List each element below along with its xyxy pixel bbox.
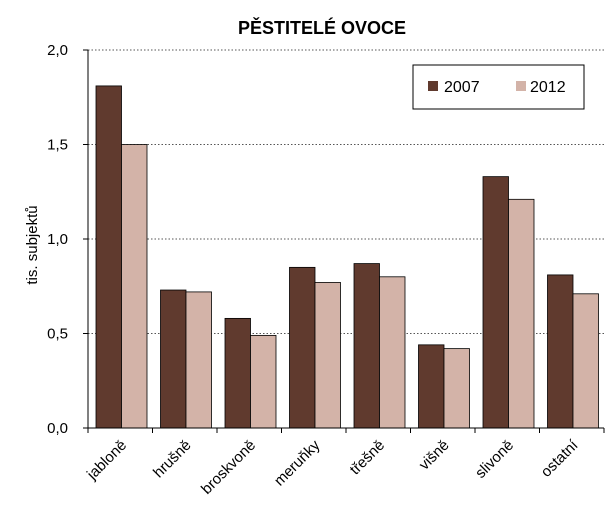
bar-2012-6: [443, 348, 470, 429]
legend-swatch-2012: [516, 81, 526, 91]
x-tick-labels: jabloně hrušně broskvoně meruňky třešně višně…: [83, 436, 582, 498]
y-tick-label: 0,0: [47, 420, 68, 437]
x-tick-label: třešně: [347, 437, 389, 479]
bar-2012-4: [314, 282, 341, 429]
bar-2007-3: [224, 317, 251, 429]
x-tick-label: slivoně: [472, 437, 517, 482]
bar-2007-8: [547, 274, 574, 429]
bar-2012-5: [379, 276, 406, 429]
legend-label-2012: 2012: [530, 79, 566, 96]
bar-2007-5: [353, 263, 380, 429]
bar-2007-7: [482, 176, 509, 429]
x-tick-label: ostatní: [538, 436, 582, 480]
legend-swatch-2007: [428, 81, 438, 91]
axes: [83, 49, 605, 433]
bar-2007-1: [95, 85, 122, 429]
y-axis-label: tis. subjektů: [24, 205, 41, 284]
y-tick-label: 0,5: [47, 326, 68, 343]
bars: [95, 85, 599, 429]
bar-2012-8: [572, 293, 599, 429]
x-tick-label: meruňky: [271, 436, 324, 489]
y-tick-labels: 0,0 0,5 1,0 1,5 2,0: [47, 42, 68, 437]
bar-2012-1: [121, 144, 148, 429]
bar-2012-3: [250, 334, 277, 429]
bar-2012-2: [185, 291, 212, 429]
legend-box: [412, 64, 585, 110]
x-tick-label: broskvoně: [198, 437, 259, 498]
bar-2012-7: [508, 198, 535, 429]
x-tick-label: višně: [416, 437, 453, 474]
chart-title: PĚSTITELÉ OVOCE: [238, 17, 406, 38]
y-tick-label: 2,0: [47, 42, 68, 59]
bar-2007-2: [160, 289, 187, 429]
x-tick-label: hrušně: [150, 437, 194, 481]
y-tick-label: 1,5: [47, 137, 68, 154]
x-tick-label: jabloně: [83, 437, 130, 484]
y-tick-label: 1,0: [47, 231, 68, 248]
bar-2007-4: [289, 266, 316, 429]
legend-label-2007: 2007: [444, 79, 480, 96]
bar-2007-6: [418, 344, 445, 429]
legend: 2007 2012: [412, 64, 585, 110]
